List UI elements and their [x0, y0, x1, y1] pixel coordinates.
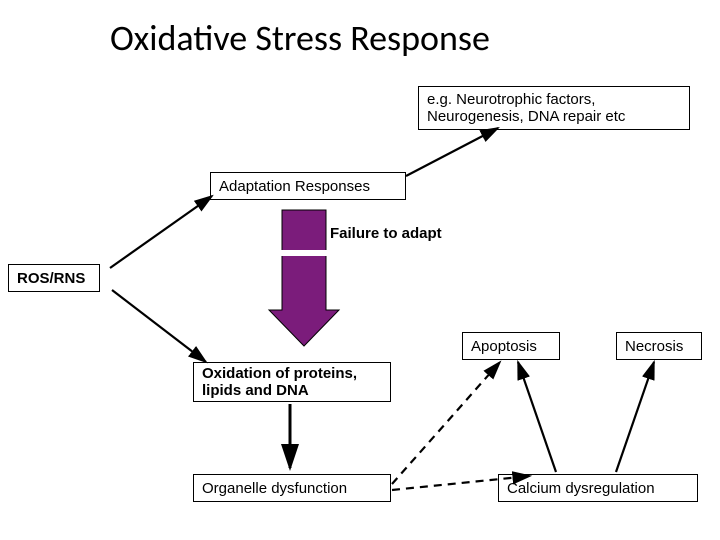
node-apoptosis: Apoptosis [462, 332, 560, 360]
node-organelle-text: Organelle dysfunction [202, 480, 347, 497]
arrow-canvas [0, 0, 720, 540]
node-examples: e.g. Neurotrophic factors, Neurogenesis,… [418, 86, 690, 130]
node-adaptation-text: Adaptation Responses [219, 178, 370, 195]
node-rosrns: ROS/RNS [8, 264, 100, 292]
label-failure: Failure to adapt [330, 225, 442, 242]
node-examples-text: e.g. Neurotrophic factors, Neurogenesis,… [427, 91, 681, 125]
node-necrosis-text: Necrosis [625, 338, 683, 355]
node-rosrns-text: ROS/RNS [17, 270, 85, 287]
node-calcium: Calcium dysregulation [498, 474, 698, 502]
node-adaptation: Adaptation Responses [210, 172, 406, 200]
node-organelle: Organelle dysfunction [193, 474, 391, 502]
page-title: Oxidative Stress Response [110, 16, 490, 60]
node-necrosis: Necrosis [616, 332, 702, 360]
node-apoptosis-text: Apoptosis [471, 338, 537, 355]
node-oxidation-text: Oxidation of proteins, lipids and DNA [202, 365, 382, 399]
node-calcium-text: Calcium dysregulation [507, 480, 655, 497]
node-oxidation: Oxidation of proteins, lipids and DNA [193, 362, 391, 402]
